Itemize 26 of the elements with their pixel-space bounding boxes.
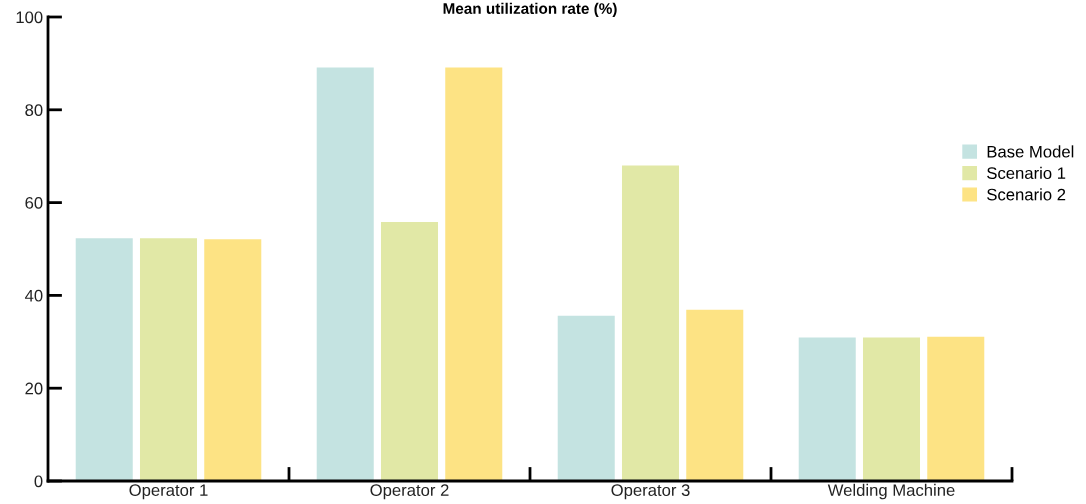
x-tick-label: Operator 1 — [129, 484, 208, 500]
bar — [862, 337, 921, 481]
bar — [139, 238, 198, 481]
chart-title: Mean utilization rate (%) — [443, 2, 617, 17]
legend-label: Base Model — [987, 145, 1074, 158]
bar — [927, 336, 985, 481]
legend-label: Scenario 2 — [987, 188, 1066, 201]
legend-label: Scenario 1 — [987, 166, 1066, 180]
bar — [204, 239, 262, 481]
y-tick-label: 80 — [25, 104, 43, 116]
bar — [380, 222, 439, 481]
bar — [621, 165, 680, 481]
y-tick-label: 60 — [25, 197, 43, 209]
bar — [316, 67, 374, 481]
bar — [557, 315, 615, 481]
bar — [798, 337, 856, 481]
x-tick-label: Welding Machine — [827, 483, 955, 500]
y-tick-label: 40 — [24, 289, 43, 302]
x-tick-label: Operator 3 — [611, 484, 690, 500]
y-tick-label: 0 — [34, 475, 43, 488]
bar — [75, 238, 133, 481]
bar — [686, 309, 744, 481]
bar — [445, 67, 503, 481]
x-tick-label: Operator 2 — [370, 484, 449, 500]
y-tick-label: 20 — [25, 382, 43, 395]
y-tick-label: 100 — [16, 11, 43, 24]
